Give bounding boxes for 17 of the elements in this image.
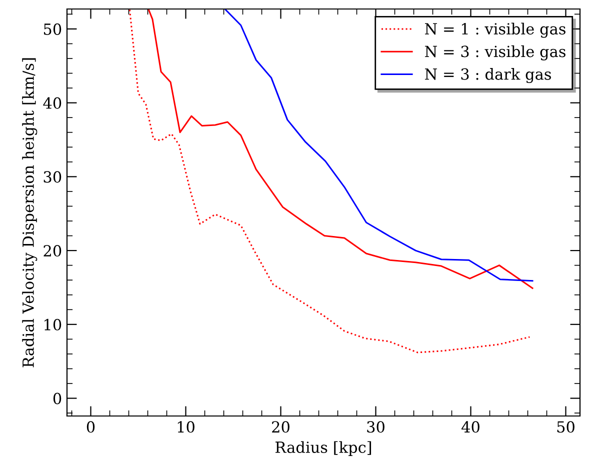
y-tick-label: 0: [53, 392, 62, 404]
x-tick-label: 40: [462, 421, 480, 433]
y-tick-label: 40: [43, 97, 62, 109]
x-tick-label: 10: [178, 421, 194, 433]
legend-label: N = 3 : dark gas: [425, 68, 551, 84]
x-tick-label: 50: [557, 421, 574, 433]
y-tick-label: 20: [44, 245, 62, 257]
x-axis-title: Radius [kpc]: [276, 441, 372, 456]
legend-label: N = 3 : visible gas: [425, 45, 566, 60]
legend-label: N = 1 : visible gas: [425, 22, 566, 38]
x-tick-label: 20: [272, 421, 290, 433]
x-tick-label: 0: [86, 421, 95, 433]
y-tick-label: 10: [44, 318, 62, 330]
y-axis-title: Radial Velocity Dispersion height [km/s]: [22, 58, 38, 368]
x-tick-label: 30: [367, 421, 384, 433]
y-tick-label: 30: [44, 171, 62, 183]
y-tick-label: 50: [44, 23, 62, 35]
